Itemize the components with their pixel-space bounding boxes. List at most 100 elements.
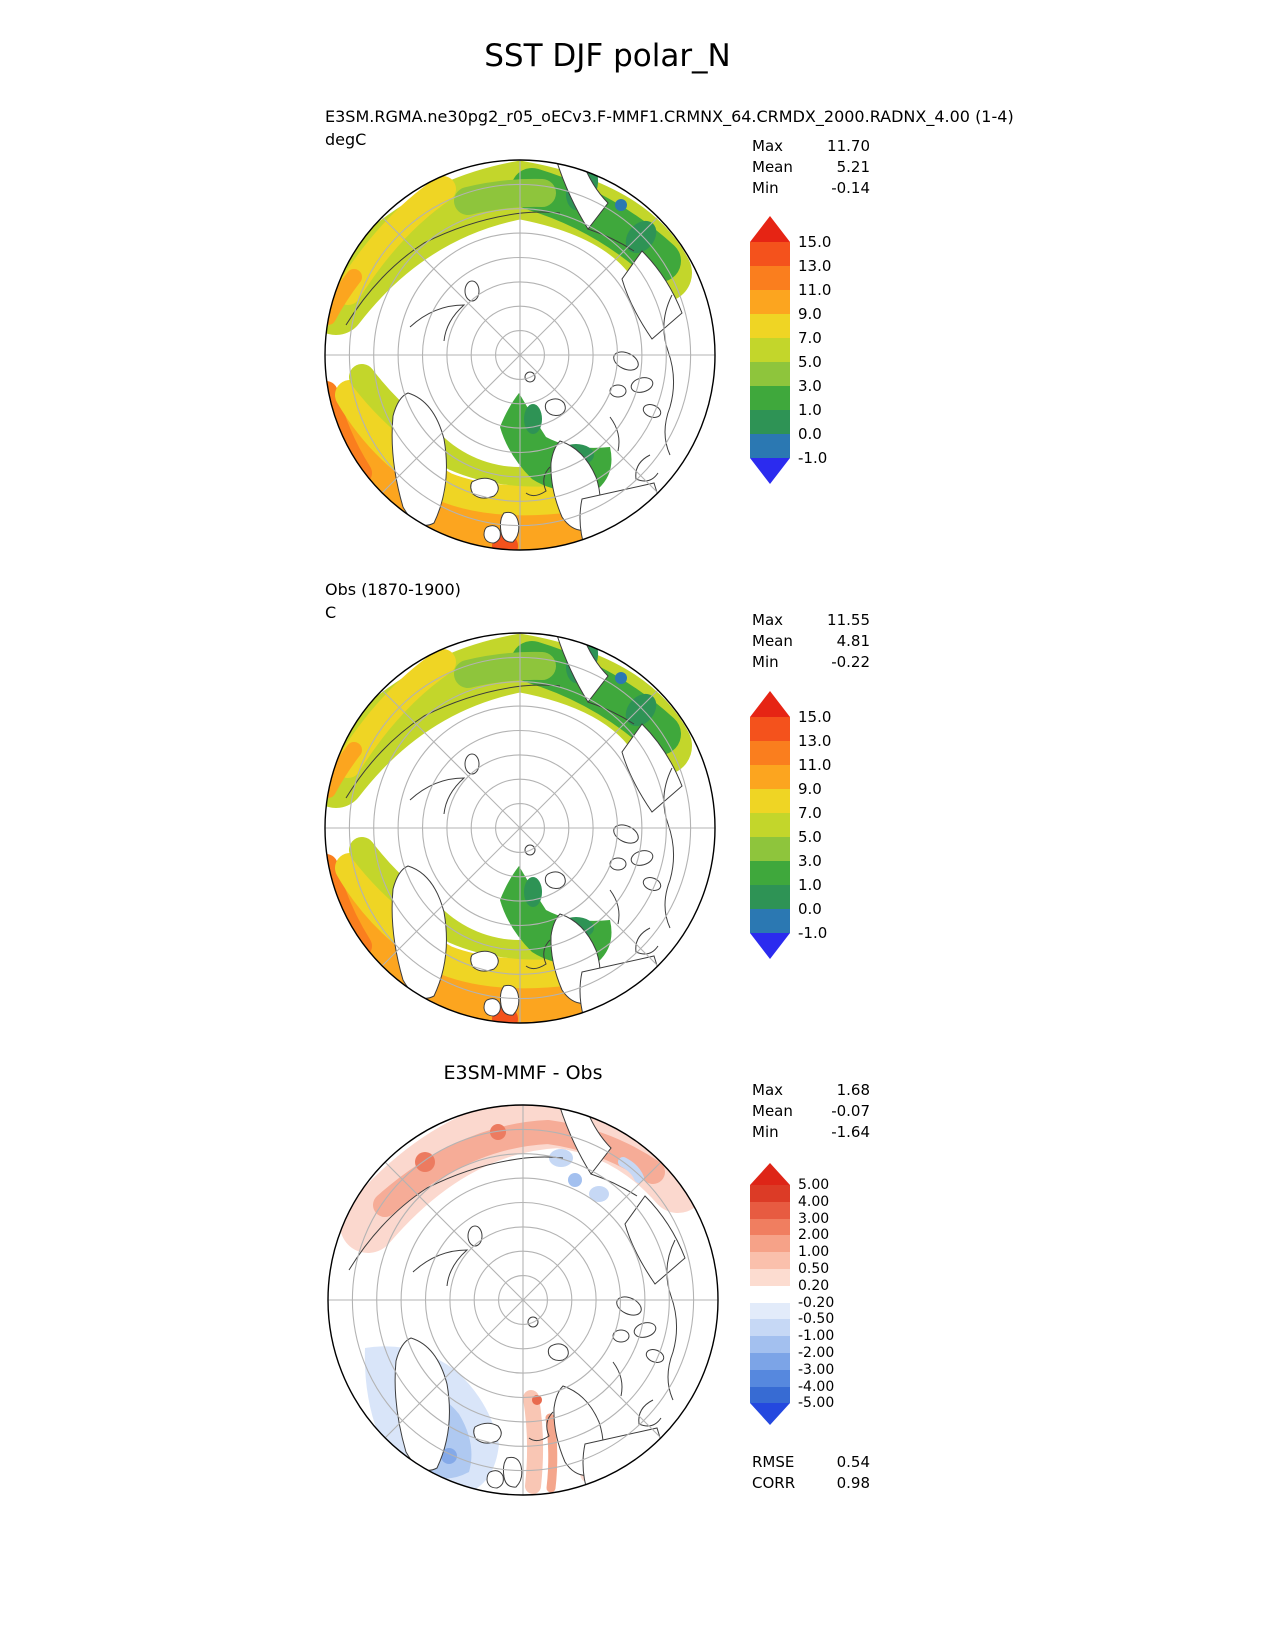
colorbar-diff: 5.00 4.00 3.00 2.00 1.00 0.50 0.20 -0.20 -0.50 -1…	[750, 1163, 870, 1426]
colorbar-tick-label: -1.00	[798, 1328, 835, 1345]
colorbar-tick-label: 5.0	[798, 828, 822, 846]
stat-row: Max 1.68	[752, 1080, 870, 1101]
stat-row: Max 11.70	[752, 136, 870, 157]
colorbar-segment	[750, 789, 790, 813]
colorbar-tick-label: -1.0	[798, 449, 828, 467]
colorbar-segment	[750, 1252, 790, 1269]
stat-value: 1.68	[836, 1081, 870, 1099]
panel3-metrics: RMSE 0.54 CORR 0.98	[752, 1452, 870, 1494]
stat-label: Max	[752, 611, 784, 629]
stat-value: -0.14	[831, 179, 870, 197]
map-boundary	[327, 1104, 719, 1496]
colorbar-segment	[750, 909, 790, 933]
colorbar-arrow-up-icon	[750, 691, 790, 717]
panel1-subtitle: E3SM.RGMA.ne30pg2_r05_oECv3.F-MMF1.CRMNX…	[325, 107, 1014, 126]
panel2-units: C	[325, 603, 337, 622]
stat-label: Min	[752, 653, 779, 671]
colorbar-tick-label: -3.00	[798, 1361, 835, 1378]
colorbar-segment	[750, 1369, 790, 1387]
colorbar-tick-label: 0.0	[798, 425, 822, 443]
colorbar-tick-label: -0.20	[798, 1294, 835, 1311]
colorbar-arrow-down-icon	[750, 1403, 790, 1426]
panel1-units: degC	[325, 130, 367, 149]
colorbar-segment	[750, 717, 790, 741]
colorbar-tick-label: 5.00	[798, 1177, 830, 1193]
colorbar-segment	[750, 1352, 790, 1370]
stat-row: Min -0.14	[752, 178, 870, 199]
colorbar-tick-label: -5.00	[798, 1395, 835, 1412]
colorbar-segment	[750, 1218, 790, 1236]
colorbar-segment	[750, 1201, 790, 1219]
colorbar-tick-label: 3.0	[798, 852, 822, 870]
stat-row: Min -0.22	[752, 652, 870, 673]
colorbar-model: 15.0 13.0 11.0 9.0 7.0 5.0 3.0 1.0 0.0 -1.0	[750, 216, 870, 484]
stat-label: Max	[752, 137, 784, 155]
colorbar-tick-label: -1.0	[798, 924, 828, 942]
colorbar-segment	[750, 861, 790, 885]
colorbar-tick-label: 9.0	[798, 780, 822, 798]
colorbar-arrow-up-icon	[750, 1163, 790, 1185]
stat-label: Mean	[752, 632, 793, 650]
colorbar-tick-label: 0.20	[798, 1277, 830, 1294]
map-model	[324, 159, 716, 551]
colorbar-tick-label: 7.0	[798, 329, 822, 347]
metric-row: CORR 0.98	[752, 1473, 870, 1494]
colorbar-segment	[750, 1285, 790, 1303]
colorbar-segment	[750, 1185, 790, 1202]
stat-value: -1.64	[831, 1123, 870, 1141]
map-diff	[327, 1104, 719, 1496]
colorbar-tick-label: -0.50	[798, 1311, 835, 1328]
colorbar-tick-label: 9.0	[798, 305, 822, 323]
stat-value: 11.70	[827, 137, 870, 155]
colorbar-tick-label: 15.0	[798, 233, 832, 251]
stat-label: Max	[752, 1081, 784, 1099]
colorbar-tick-label: 2.00	[798, 1227, 830, 1244]
colorbar-segment	[750, 290, 790, 314]
colorbar-segment	[750, 1302, 790, 1320]
metric-label: RMSE	[752, 1453, 795, 1471]
stat-row: Mean 5.21	[752, 157, 870, 178]
colorbar-tick-label: 13.0	[798, 257, 832, 275]
colorbar-tick-label: 0.50	[798, 1261, 830, 1277]
map-obs	[324, 632, 716, 1024]
colorbar-segment	[750, 314, 790, 338]
map-boundary	[324, 159, 716, 551]
stat-label: Mean	[752, 1102, 793, 1120]
stat-value: 5.21	[836, 158, 870, 176]
colorbar-tick-label: 1.0	[798, 876, 822, 894]
colorbar-segment	[750, 741, 790, 765]
panel3-stats: Max 1.68 Mean -0.07 Min -1.64	[752, 1080, 870, 1143]
colorbar-segment	[750, 1235, 790, 1253]
panel3-title: E3SM-MMF - Obs	[443, 1062, 603, 1084]
colorbar-tick-label: 3.0	[798, 377, 822, 395]
colorbar-segment	[750, 1268, 790, 1286]
colorbar-tick-label: 5.0	[798, 353, 822, 371]
colorbar-segment	[750, 386, 790, 410]
figure-title: SST DJF polar_N	[484, 38, 731, 74]
metric-label: CORR	[752, 1474, 796, 1492]
colorbar-obs: 15.0 13.0 11.0 9.0 7.0 5.0 3.0 1.0 0.0 -1.0	[750, 691, 870, 959]
colorbar-tick-label: 1.00	[798, 1244, 830, 1261]
panel1-stats: Max 11.70 Mean 5.21 Min -0.14	[752, 136, 870, 199]
colorbar-segment	[750, 765, 790, 789]
stat-row: Mean 4.81	[752, 631, 870, 652]
colorbar-segment	[750, 242, 790, 266]
stat-row: Max 11.55	[752, 610, 870, 631]
stat-label: Min	[752, 1123, 779, 1141]
stat-value: -0.07	[831, 1102, 870, 1120]
stat-value: 11.55	[827, 611, 870, 629]
colorbar-segment	[750, 1319, 790, 1337]
colorbar-segment	[750, 813, 790, 837]
colorbar-tick-label: 0.0	[798, 900, 822, 918]
stat-row: Min -1.64	[752, 1122, 870, 1143]
colorbar-tick-label: -2.00	[798, 1345, 835, 1361]
colorbar-tick-label: -4.00	[798, 1378, 835, 1395]
metric-value: 0.54	[836, 1453, 870, 1471]
colorbar-tick-label: 15.0	[798, 708, 832, 726]
colorbar-tick-label: 11.0	[798, 756, 832, 774]
colorbar-tick-label: 1.0	[798, 401, 822, 419]
colorbar-segment	[750, 885, 790, 909]
metric-row: RMSE 0.54	[752, 1452, 870, 1473]
stat-value: -0.22	[831, 653, 870, 671]
